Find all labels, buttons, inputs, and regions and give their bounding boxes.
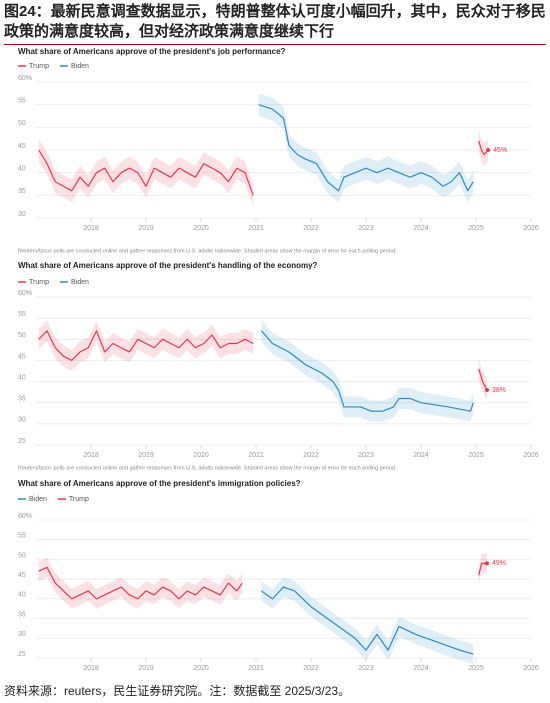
header-title: 图24：最新民意调查数据显示，特朗普整体认可度小幅回升，其中，民众对于移民政策的… — [4, 2, 546, 45]
series-line — [38, 140, 489, 196]
x-tick-label: 2025 — [468, 225, 484, 232]
chart-title: What share of Americans approve of the p… — [18, 479, 301, 488]
y-tick-label: 55 — [18, 533, 26, 540]
x-tick-label: 2022 — [303, 225, 319, 232]
x-tick-label: 2018 — [83, 665, 99, 672]
error-band — [478, 358, 487, 401]
series-line — [38, 330, 488, 391]
x-tick-label: 2022 — [303, 452, 319, 459]
y-tick-label: 40 — [18, 592, 26, 599]
y-tick-label: 60% — [18, 290, 32, 297]
end-point — [485, 388, 489, 393]
y-tick-label: 55 — [18, 311, 26, 318]
x-tick-label: 2020 — [193, 225, 209, 232]
x-tick-label: 2019 — [138, 225, 154, 232]
error-band — [261, 577, 474, 664]
y-tick-label: 50 — [18, 120, 26, 127]
x-tick-label: 2023 — [358, 225, 374, 232]
legend-label: Trump — [29, 63, 49, 70]
legend-label: Biden — [71, 63, 89, 70]
x-tick-label: 2021 — [248, 452, 264, 459]
y-tick-label: 35 — [18, 611, 26, 618]
y-tick-label: 45 — [18, 572, 26, 579]
x-tick-label: 2025 — [468, 665, 484, 672]
y-tick-label: 35 — [18, 396, 26, 403]
x-tick-label: 2020 — [193, 665, 209, 672]
series-line — [261, 586, 474, 655]
y-tick-label: 55 — [18, 98, 26, 105]
chart-title: What share of Americans approve of the p… — [18, 47, 286, 56]
x-tick-label: 2023 — [358, 452, 374, 459]
x-tick-label: 2021 — [248, 225, 264, 232]
x-tick-label: 2019 — [138, 452, 154, 459]
legend-label: Biden — [29, 496, 47, 503]
y-tick-label: 60% — [18, 513, 32, 520]
end-point — [486, 148, 491, 152]
y-tick-label: 30 — [18, 211, 26, 218]
end-label: 49% — [492, 560, 506, 567]
x-tick-label: 2018 — [83, 225, 99, 232]
error-band — [261, 320, 474, 422]
x-tick-label: 2018 — [83, 452, 99, 459]
series-line — [258, 104, 474, 192]
legend-label: Trump — [69, 496, 89, 503]
error-band — [38, 320, 254, 371]
end-label: 38% — [492, 387, 506, 394]
y-tick-label: 25 — [18, 438, 26, 445]
error-band — [38, 138, 254, 207]
x-tick-label: 2026 — [523, 665, 539, 672]
footer: 资料来源：reuters，民生证券研究院。注：数据截至 2025/3/23。 — [4, 684, 351, 698]
y-tick-label: 35 — [18, 188, 26, 195]
chart-note: Reuters/Ipsos polls are conducted online… — [18, 465, 397, 471]
x-tick-label: 2026 — [523, 225, 539, 232]
legend-label: Biden — [71, 279, 89, 286]
y-tick-label: 50 — [18, 552, 26, 559]
error-band — [38, 557, 243, 609]
error-band — [478, 553, 487, 586]
error-band — [258, 93, 474, 203]
end-point — [485, 561, 489, 566]
y-tick-label: 45 — [18, 353, 26, 360]
y-tick-label: 40 — [18, 166, 26, 173]
y-tick-label: 60% — [18, 75, 32, 82]
y-tick-label: 45 — [18, 143, 26, 150]
y-tick-label: 30 — [18, 631, 26, 638]
x-tick-label: 2024 — [413, 225, 429, 232]
x-tick-label: 2023 — [358, 665, 374, 672]
x-tick-label: 2024 — [413, 452, 429, 459]
y-tick-label: 40 — [18, 374, 26, 381]
y-tick-label: 50 — [18, 332, 26, 339]
x-tick-label: 2025 — [468, 452, 484, 459]
y-tick-label: 30 — [18, 417, 26, 424]
chart-title: What share of Americans approve of the p… — [18, 261, 318, 270]
error-band — [478, 129, 489, 166]
chart-note: Reuters/Ipsos polls are conducted online… — [18, 248, 397, 254]
end-label: 45% — [493, 147, 507, 154]
y-tick-label: 25 — [18, 651, 26, 658]
legend-label: Trump — [29, 279, 49, 286]
x-tick-label: 2021 — [248, 665, 264, 672]
x-tick-label: 2020 — [193, 452, 209, 459]
x-tick-label: 2024 — [413, 665, 429, 672]
series-line — [261, 330, 474, 412]
x-tick-label: 2022 — [303, 665, 319, 672]
x-tick-label: 2019 — [138, 665, 154, 672]
x-tick-label: 2026 — [523, 452, 539, 459]
